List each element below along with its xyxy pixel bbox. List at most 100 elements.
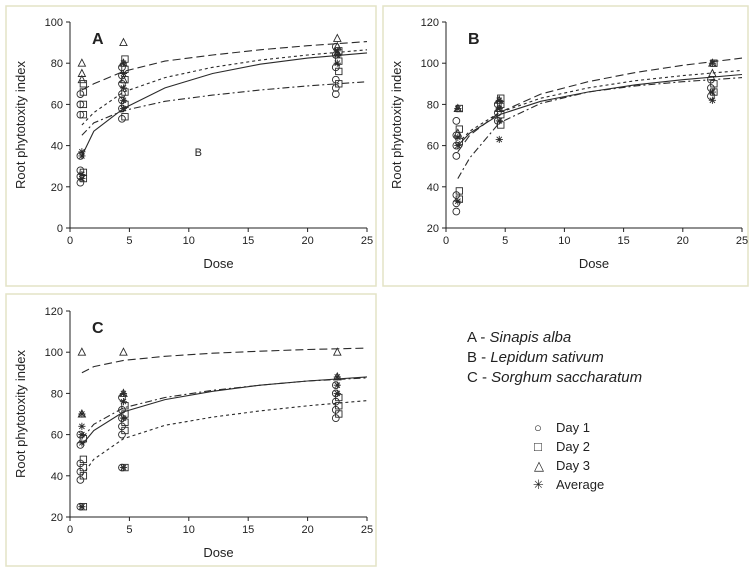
- fit-curve-day-3: [457, 57, 743, 153]
- x-axis-label: Dose: [203, 545, 233, 560]
- y-tick-label: 40: [427, 182, 439, 194]
- fit-curve-day-2: [457, 69, 743, 144]
- y-tick-label: 120: [45, 306, 63, 318]
- x-axis-label: Dose: [203, 256, 233, 271]
- data-point-square: [79, 80, 88, 88]
- y-tick-label: 60: [427, 141, 439, 153]
- asterisk-icon: ✳: [533, 477, 544, 492]
- y-axis-label: Root phytotoxity index: [13, 350, 28, 478]
- data-point-square: [121, 113, 129, 121]
- data-point-asterisk: [333, 381, 341, 389]
- data-point-asterisk: [119, 398, 128, 406]
- y-tick-label: 80: [51, 388, 63, 400]
- data-point-asterisk: [333, 59, 341, 67]
- data-point-asterisk: [78, 431, 86, 439]
- data-point-asterisk: [454, 142, 462, 150]
- data-point-square: [455, 187, 463, 195]
- y-tick-label: 100: [421, 58, 439, 70]
- data-point-circle: [452, 117, 461, 125]
- data-point-square: [335, 80, 343, 88]
- data-point-triangle: [77, 347, 87, 356]
- x-tick-label: 10: [183, 524, 195, 536]
- data-point-asterisk: [495, 96, 503, 104]
- y-tick-label: 60: [51, 430, 63, 442]
- fit-curve-day-3: [81, 41, 368, 91]
- data-point-asterisk: [119, 69, 128, 78]
- x-tick-label: 5: [126, 235, 132, 247]
- data-point-asterisk: [454, 104, 462, 113]
- y-tick-label: 60: [51, 99, 63, 111]
- data-point-asterisk: [78, 422, 86, 430]
- x-tick-label: 0: [67, 524, 73, 536]
- data-point-asterisk: [495, 104, 503, 113]
- x-tick-label: 25: [361, 524, 373, 536]
- y-tick-label: 20: [51, 182, 63, 194]
- data-point-asterisk: [495, 135, 503, 144]
- y-tick-label: 20: [427, 223, 439, 235]
- data-point-asterisk: [708, 88, 716, 96]
- panel-label: C: [92, 320, 104, 337]
- y-tick-label: 20: [51, 512, 63, 524]
- y-axis-label: Root phytotoxity index: [389, 61, 404, 189]
- data-point-asterisk: [333, 389, 341, 397]
- data-point-asterisk: [708, 59, 716, 67]
- data-point-asterisk: [119, 463, 128, 472]
- data-point-circle: [118, 393, 126, 402]
- x-tick-label: 10: [558, 235, 570, 247]
- data-point-asterisk: [78, 439, 86, 447]
- y-tick-label: 100: [45, 17, 63, 29]
- data-point-asterisk: [78, 148, 86, 156]
- y-tick-label: 80: [51, 58, 63, 70]
- x-tick-label: 15: [617, 235, 629, 247]
- data-point-asterisk: [333, 373, 341, 381]
- fit-curve-day-2: [81, 49, 368, 126]
- x-tick-label: 0: [443, 235, 449, 247]
- square-icon: □: [534, 439, 542, 454]
- data-point-square: [710, 80, 718, 88]
- x-tick-label: 20: [301, 235, 313, 247]
- data-point-asterisk: [119, 389, 128, 397]
- data-point-asterisk: [119, 414, 128, 422]
- data-point-asterisk: [119, 84, 128, 92]
- panel-b: 0 5 10 15 20 25 20 40 60 80 100 120 Dose Root phytoto…: [382, 5, 749, 287]
- data-point-asterisk: [78, 410, 86, 418]
- data-point-asterisk: [454, 133, 462, 141]
- data-point-triangle: [119, 37, 128, 47]
- legend-item-day-1: Day 1: [556, 420, 590, 435]
- data-point-circle: [452, 207, 461, 216]
- y-tick-label: 0: [57, 223, 63, 235]
- data-point-square: [79, 463, 88, 472]
- legend-item-day-3: Day 3: [556, 458, 590, 473]
- legend-panel-a: A - Sinapis alba: [467, 329, 571, 346]
- data-point-square: [79, 100, 88, 109]
- x-tick-label: 25: [361, 235, 373, 247]
- data-point-triangle: [119, 347, 128, 356]
- legend-panel-c: C - Sorghum saccharatum: [467, 369, 642, 386]
- triangle-icon: △: [534, 458, 544, 473]
- fit-curve-day-1: [81, 52, 368, 157]
- data-point-square: [79, 472, 88, 480]
- data-point-asterisk: [454, 197, 462, 205]
- y-tick-label: 120: [421, 17, 439, 29]
- legend-item-average: Average: [556, 477, 604, 492]
- fit-curve-day-3: [81, 347, 368, 374]
- x-tick-label: 0: [67, 235, 73, 247]
- x-tick-label: 15: [242, 524, 254, 536]
- y-tick-label: 100: [45, 347, 63, 359]
- data-point-asterisk: [119, 59, 128, 67]
- x-tick-label: 15: [242, 235, 254, 247]
- legend-item-day-2: Day 2: [556, 439, 590, 454]
- panel-a: 0 5 10 15 20 25 0 20 40 60 80 100 Dose Root phytotoxi…: [5, 5, 377, 287]
- annotation-label: B: [195, 147, 202, 159]
- x-axis-label: Dose: [579, 256, 609, 271]
- data-point-asterisk: [119, 96, 128, 104]
- fit-curve-day-1: [457, 73, 743, 146]
- panel-label: A: [92, 31, 104, 48]
- data-point-square: [79, 455, 88, 463]
- data-point-circle: [331, 90, 340, 98]
- y-axis-label: Root phytotoxity index: [13, 61, 28, 189]
- data-point-square: [121, 426, 129, 435]
- legend: A - Sinapis alba B - Lepidum sativum C -…: [467, 329, 642, 492]
- circle-icon: ○: [534, 420, 542, 435]
